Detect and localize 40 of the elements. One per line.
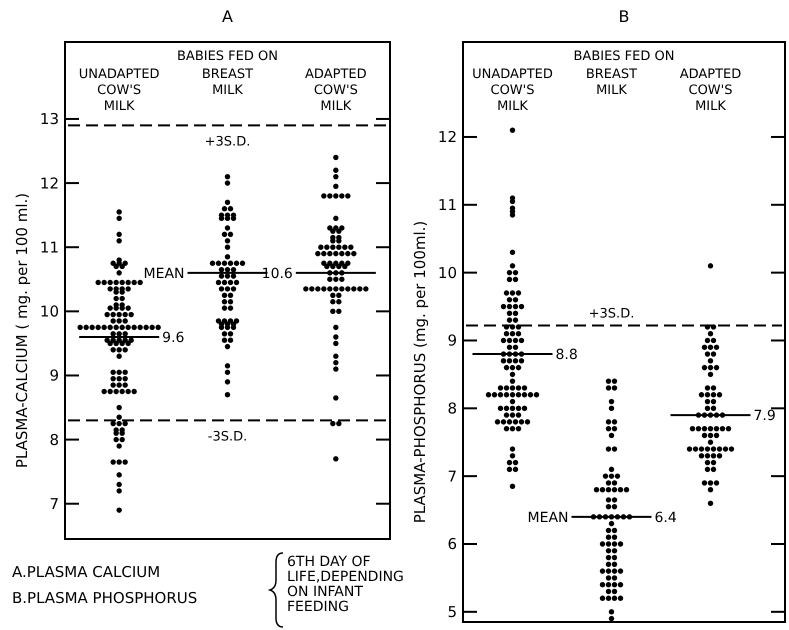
- text: 6TH DAY OF LIFE,DEPENDING ON INFANT FEEDING: [287, 554, 404, 615]
- y-tick-label: 6: [447, 535, 457, 554]
- ref-line-label: +3S.D.: [204, 134, 250, 150]
- x-tick-label: ADAPTED COW'S MILK: [680, 67, 742, 114]
- x-tick-label: UNADAPTED COW'S MILK: [78, 67, 160, 114]
- text: B.PLASMA PHOSPHORUS: [12, 589, 198, 607]
- x-tick-label: BREAST MILK: [586, 67, 638, 98]
- y-tick-label: 10: [438, 264, 457, 282]
- text: A.PLASMA CALCIUM: [12, 563, 160, 581]
- chart-title: A: [222, 7, 234, 26]
- ref-line-label: +3S.D.: [588, 306, 634, 322]
- y-tick-label: 7: [447, 467, 457, 486]
- ref-line-label: 6.4: [654, 510, 677, 526]
- y-tick-label: 7: [49, 494, 59, 513]
- y-tick-label: 13: [40, 110, 59, 128]
- ref-line-label: 10.6: [262, 266, 293, 282]
- y-tick-label: 12: [438, 128, 457, 146]
- y-tick-label: 5: [447, 603, 457, 622]
- y-axis-title: PLASMA-CALCIUM ( mg. per 100 ml.): [13, 192, 31, 468]
- y-tick-label: 10: [40, 302, 59, 321]
- ref-line-label: 9.6: [162, 330, 185, 346]
- x-axis-title: BABIES FED ON: [574, 49, 674, 64]
- annotation: MEAN: [144, 266, 184, 282]
- y-tick-label: 11: [40, 238, 59, 256]
- x-tick-label: ADAPTED COW'S MILK: [305, 67, 367, 114]
- y-axis-title: PLASMA-PHOSPHORUS (mg. per 100ml.): [411, 220, 429, 524]
- y-tick-label: 9: [447, 332, 457, 350]
- x-tick-label: UNADAPTED COW'S MILK: [472, 67, 553, 114]
- y-tick-label: 12: [40, 174, 59, 192]
- y-tick-label: 8: [447, 400, 457, 418]
- chart-title: B: [618, 7, 630, 26]
- x-tick-label: BREAST MILK: [202, 67, 254, 98]
- ref-line-label: 8.8: [556, 346, 578, 363]
- y-tick-label: 9: [49, 366, 59, 385]
- y-tick-label: 8: [49, 430, 59, 449]
- ref-line-label: -3S.D.: [208, 429, 248, 444]
- annotation: MEAN: [528, 510, 568, 526]
- y-tick-label: 11: [438, 196, 457, 214]
- x-axis-title: BABIES FED ON: [177, 49, 278, 64]
- ref-line-label: 7.9: [754, 408, 776, 424]
